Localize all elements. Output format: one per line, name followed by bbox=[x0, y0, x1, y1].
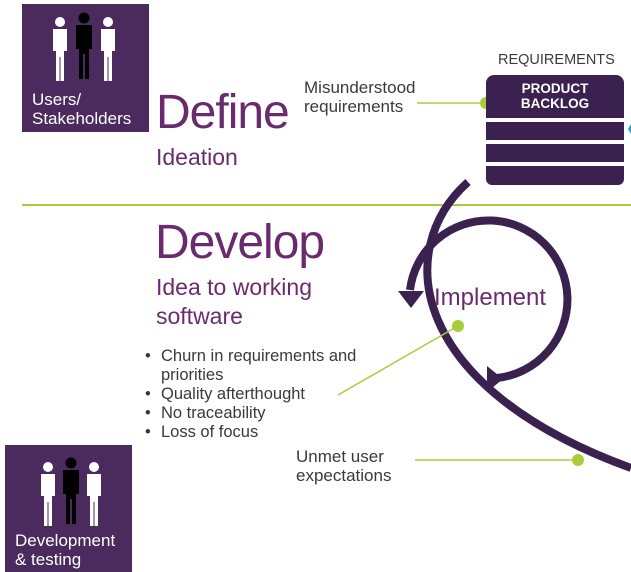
outer-flow-curve bbox=[423, 179, 631, 472]
backlog-label-line1: PRODUCT bbox=[521, 81, 589, 96]
implement-loop-curve bbox=[406, 216, 572, 382]
phase-divider bbox=[22, 204, 631, 206]
backlog-label-line2: BACKLOG bbox=[520, 96, 590, 111]
implement-label: Implement bbox=[434, 284, 547, 311]
define-subtitle: Ideation bbox=[156, 144, 238, 170]
list-item: Churn in requirements and bbox=[142, 347, 356, 366]
misunderstood-callout-line1: Misunderstood bbox=[304, 78, 416, 97]
list-item-continuation: priorities bbox=[161, 366, 224, 384]
unmet-callout-line2: expectations bbox=[296, 466, 392, 485]
role-label-line2: Stakeholders bbox=[32, 109, 132, 128]
role-label-line1: Development bbox=[15, 531, 116, 550]
backlog-row bbox=[486, 166, 624, 185]
backlog-row bbox=[486, 144, 624, 162]
list-item: No traceability bbox=[142, 404, 356, 423]
problems-connector bbox=[337, 325, 459, 396]
unmet-callout-line1: Unmet user bbox=[296, 447, 384, 466]
role-label-line2: & testing bbox=[15, 550, 82, 569]
people-group-icon bbox=[41, 457, 101, 526]
users-stakeholders-box: Users/ Stakeholders bbox=[22, 4, 149, 132]
develop-title: Develop bbox=[155, 216, 325, 269]
development-testing-box: Development & testing bbox=[5, 445, 132, 572]
product-backlog-label: PRODUCT BACKLOG bbox=[486, 81, 624, 111]
requirements-label: REQUIREMENTS bbox=[498, 52, 615, 68]
list-item: Quality afterthought bbox=[142, 385, 356, 404]
backlog-row bbox=[486, 122, 624, 140]
right-arrow-icon bbox=[487, 366, 503, 392]
teal-arrow-icon bbox=[628, 124, 631, 134]
people-group-icon bbox=[53, 12, 115, 81]
connector-dot bbox=[572, 454, 584, 466]
problems-list: Churn in requirements and priorities Qua… bbox=[142, 347, 356, 442]
down-arrow-icon bbox=[398, 291, 424, 308]
product-backlog-header bbox=[486, 75, 624, 118]
define-title: Define bbox=[156, 86, 290, 139]
list-item: Loss of focus bbox=[142, 423, 356, 442]
misunderstood-callout-line2: requirements bbox=[304, 97, 404, 116]
develop-subtitle-line2: software bbox=[156, 303, 243, 329]
develop-subtitle-line1: Idea to working bbox=[156, 274, 312, 300]
role-label-line1: Users/ bbox=[32, 90, 82, 109]
connector-dot bbox=[452, 320, 464, 332]
